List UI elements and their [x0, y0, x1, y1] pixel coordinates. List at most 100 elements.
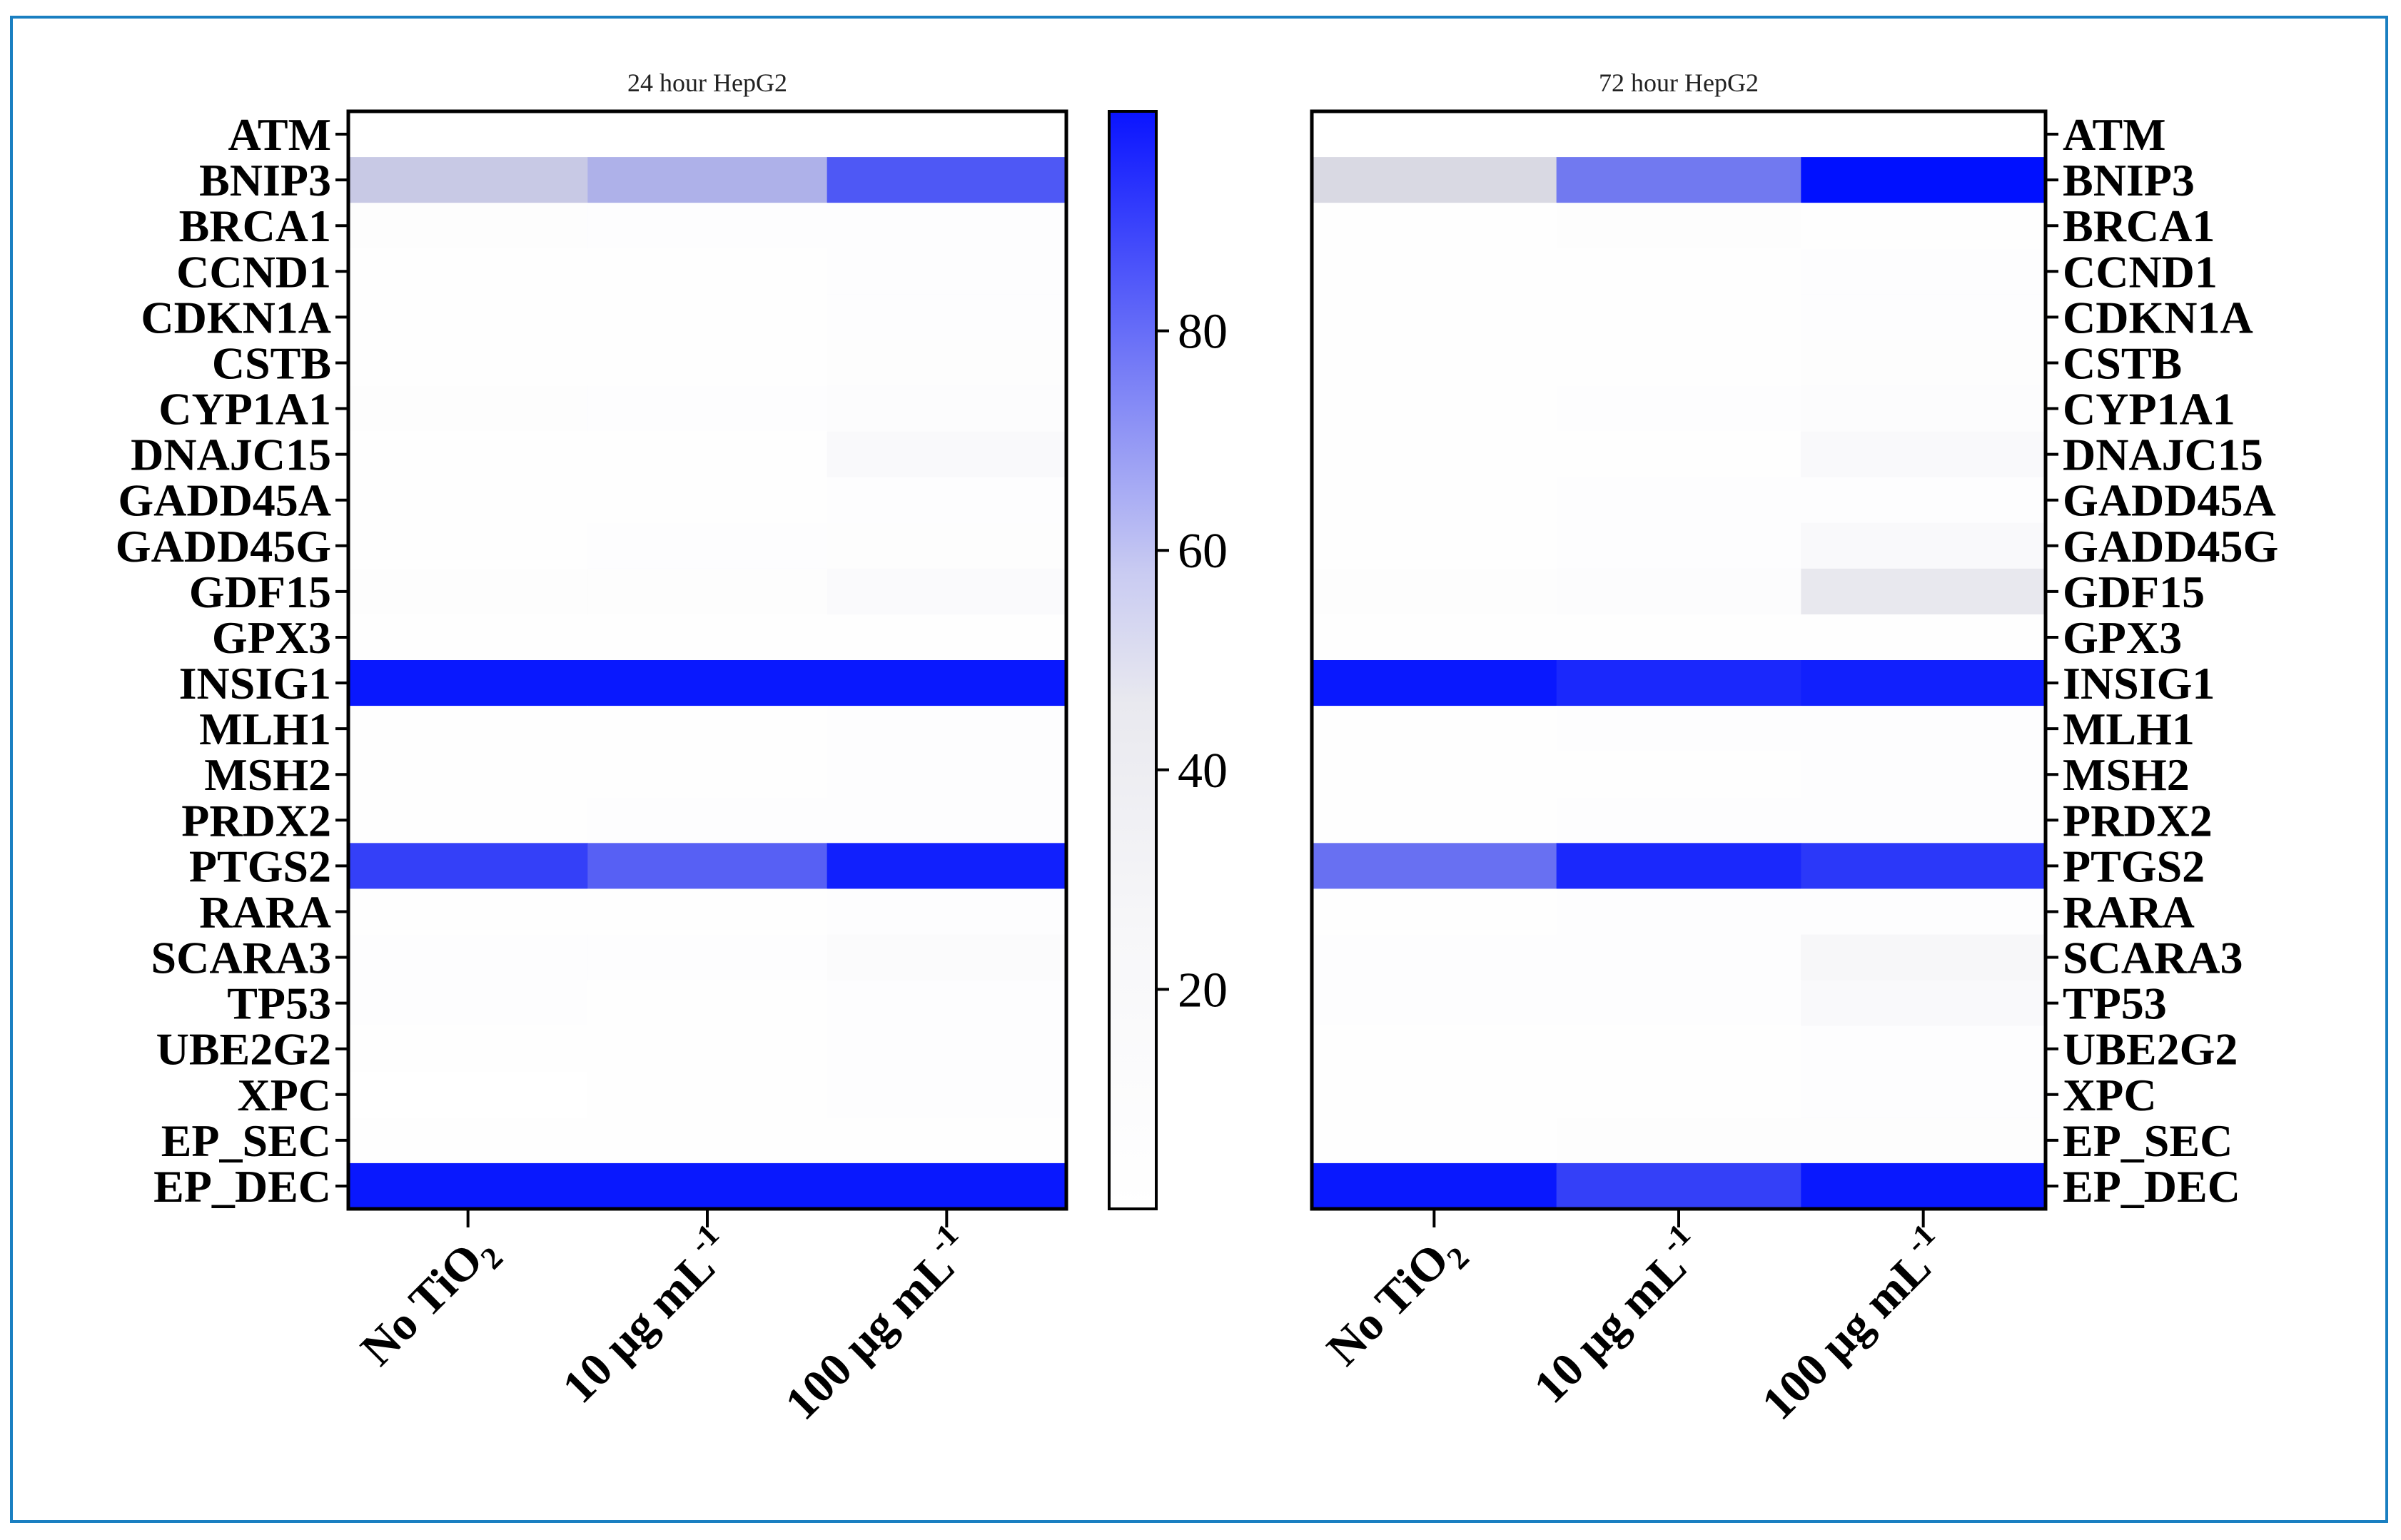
heatmap-cell [587, 1025, 828, 1073]
heatmap-cell [827, 1071, 1067, 1118]
heatmap-cell [827, 477, 1067, 524]
heatmap-cell [1312, 751, 1557, 798]
heatmap-cell [587, 614, 828, 661]
heatmap-cell [1312, 980, 1557, 1027]
heatmap-cell [1556, 797, 1801, 844]
heatmap-cell [827, 1162, 1067, 1210]
gene-label: INSIG1 [179, 658, 331, 709]
heatmap-cell [1801, 797, 2046, 844]
colorbar-gradient [1108, 110, 1158, 1210]
gene-label: DNAJC15 [131, 430, 331, 480]
x-label: 100 μg mL-1 [1747, 1217, 1959, 1429]
gene-label: RARA [199, 886, 331, 937]
gene-label: GADD45A [2063, 475, 2276, 526]
heatmap-cell [1312, 522, 1557, 569]
heatmap-cell [587, 934, 828, 981]
heatmap-cell [1556, 1025, 1801, 1073]
x-label: 10 μg mL-1 [1518, 1217, 1714, 1413]
heatmap-cell [348, 157, 588, 203]
x-label: 10 μg mL-1 [547, 1217, 743, 1413]
heatmap-cell [348, 706, 588, 752]
gene-label: SCARA3 [151, 933, 331, 983]
gene-label: EP_SEC [161, 1115, 331, 1166]
gene-label: BRCA1 [179, 201, 331, 251]
heatmap-cell [348, 660, 588, 706]
panel-24h: 24 hour HepG2 ATMBNIP3BRCA1CCND1CDKN1ACST… [116, 69, 1068, 1430]
heatmap-cell [1312, 797, 1557, 844]
heatmap-cell [1556, 706, 1801, 752]
heatmap-cell [1801, 1162, 2046, 1210]
gene-label: BRCA1 [2063, 201, 2215, 251]
gene-label: CDKN1A [2063, 292, 2253, 343]
heatmap-cell [348, 477, 588, 524]
heatmap-cell [1801, 706, 2046, 752]
heatmap-cell [1312, 934, 1557, 981]
heatmap-cell [827, 568, 1067, 615]
heatmap-cell [1801, 980, 2046, 1027]
heatmap-cell [1556, 843, 1801, 890]
heatmap-cell [1556, 203, 1801, 249]
heatmap-cell [348, 843, 588, 890]
heatmap-cell [1312, 568, 1557, 615]
x-label: No TiO2 [351, 1222, 510, 1381]
gene-label: UBE2G2 [2063, 1024, 2238, 1075]
heatmap-cell [587, 797, 828, 844]
heatmap-cell [1556, 294, 1801, 341]
heatmap-cell [587, 111, 828, 158]
gene-label: CDKN1A [141, 292, 331, 343]
gene-label: BNIP3 [2063, 155, 2195, 206]
colorbar: 20 40 60 80 [1108, 110, 1228, 1210]
gene-label: MSH2 [204, 749, 331, 800]
gene-label: MLH1 [199, 704, 331, 754]
heatmap-cell [1556, 522, 1801, 569]
colorbar-tick-label: 60 [1178, 524, 1228, 579]
heatmap-cell [1312, 706, 1557, 752]
gene-label: GADD45G [116, 521, 331, 572]
heatmap-cell [1556, 1071, 1801, 1118]
heatmap-cell [1801, 1025, 2046, 1073]
gene-label: ATM [2063, 109, 2166, 160]
heatmap-cell [1312, 385, 1557, 432]
heatmap-cell [348, 888, 588, 936]
gene-label: GADD45G [2063, 521, 2278, 572]
heatmap-cell [348, 980, 588, 1027]
gene-label: CSTB [2063, 338, 2182, 388]
heatmap-cell [1312, 843, 1557, 890]
heatmap-cell [827, 614, 1067, 661]
heatmap-cell [1556, 248, 1801, 295]
heatmap-cell [1556, 111, 1801, 158]
gene-label: UBE2G2 [156, 1024, 331, 1075]
heatmap-cell [1801, 203, 2046, 249]
heatmap-cell [1556, 385, 1801, 432]
heatmap-cell [587, 980, 828, 1027]
heatmap-cell [587, 522, 828, 569]
heatmap-cell [1312, 431, 1557, 478]
heatmap-cell [1801, 477, 2046, 524]
gene-label: TP53 [2063, 978, 2167, 1029]
panel-72h: 72 hour HepG2 ATMBNIP3BRCA1CCND1CDKN1ACST… [1310, 69, 2278, 1430]
gene-label: EP_SEC [2063, 1115, 2233, 1166]
heatmap-cell [1312, 203, 1557, 249]
gene-label: MSH2 [2063, 749, 2190, 800]
heatmap-cell [827, 888, 1067, 936]
heatmap-cell [348, 294, 588, 341]
heatmap-cell [1312, 111, 1557, 158]
heatmap-cell [348, 568, 588, 615]
gene-label: GDF15 [2063, 567, 2205, 617]
heatmap-cell [348, 1025, 588, 1073]
heatmap-cell [827, 843, 1067, 890]
heatmap-cell [1312, 157, 1557, 203]
gene-label: GADD45A [118, 475, 331, 526]
heatmap-cell [348, 203, 588, 249]
gene-label: PTGS2 [189, 841, 331, 891]
heatmap-cell [587, 385, 828, 432]
gene-label: CCND1 [176, 246, 331, 297]
gene-label: CYP1A1 [158, 384, 331, 435]
heatmap-cell [1801, 111, 2046, 158]
heatmap-cell [587, 477, 828, 524]
heatmap-cell [587, 294, 828, 341]
heatmap-cell [1556, 660, 1801, 706]
heatmap-cell [827, 385, 1067, 432]
heatmap-cell [1556, 568, 1801, 615]
heatmap-cell [587, 751, 828, 798]
